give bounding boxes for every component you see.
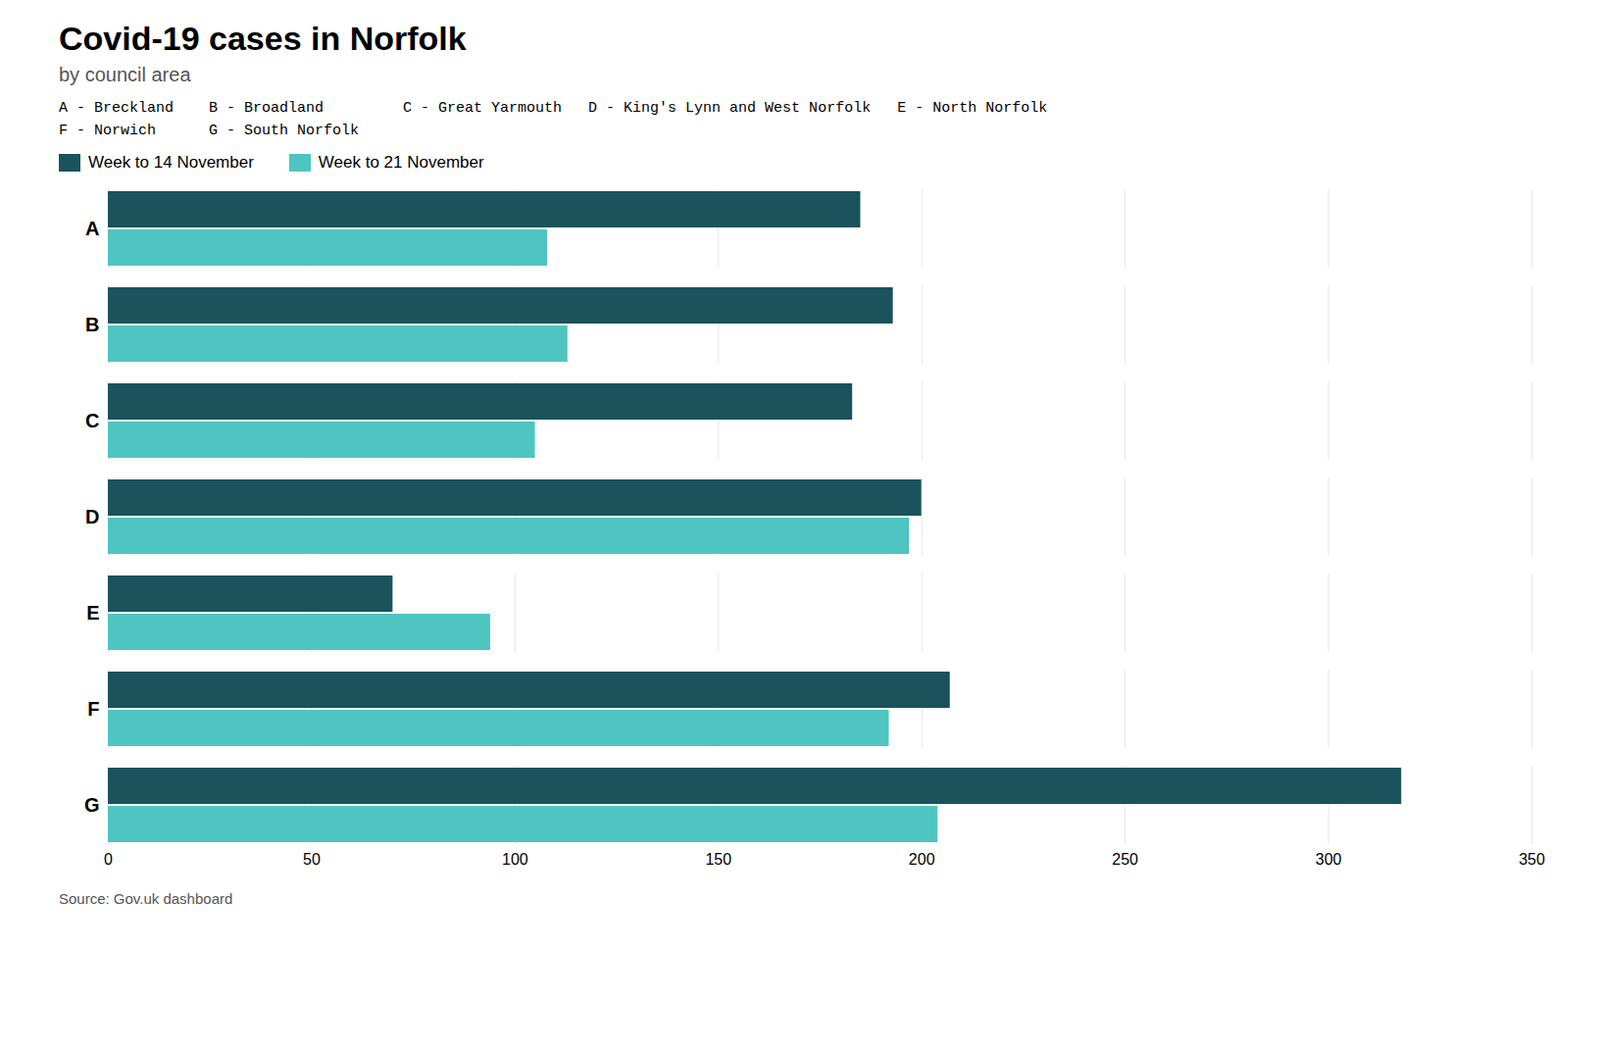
html-text:Week to 14 November: Week to 14 November — [88, 152, 254, 172]
svg-text:150: 150 — [704, 850, 732, 868]
html-text:Week to 21 November: Week to 21 November — [318, 152, 485, 172]
html-text:Covid-19 cases in Norfolk: Covid-19 cases in Norfolk — [58, 19, 467, 57]
html-text:by council area: by council area — [58, 63, 191, 86]
svg-text:A: A — [85, 217, 100, 240]
svg-text:B: B — [85, 313, 100, 336]
svg-text:0: 0 — [103, 850, 113, 868]
svg-text:G: G — [84, 794, 100, 816]
svg-text:300: 300 — [1315, 850, 1343, 868]
svg-text:D: D — [85, 505, 100, 528]
svg-text:C: C — [85, 409, 100, 432]
svg-text:250: 250 — [1111, 850, 1139, 868]
svg-text:F: F — [87, 698, 100, 720]
html-text:Source: Gov.uk dashboard: Source: Gov.uk dashboard — [58, 890, 233, 907]
svg-text:50: 50 — [302, 850, 321, 868]
svg-text:100: 100 — [501, 850, 529, 868]
html-text:F - Norwich G - South Norfolk: F - Norwich G - South Norfolk — [58, 122, 359, 140]
svg-text:200: 200 — [908, 850, 936, 868]
svg-text:E: E — [86, 601, 100, 624]
svg-text:350: 350 — [1518, 850, 1546, 868]
html-text:A - Breckland B - Broadland C: A - Breckland B - Broadland C - Great Ya… — [58, 100, 1048, 117]
